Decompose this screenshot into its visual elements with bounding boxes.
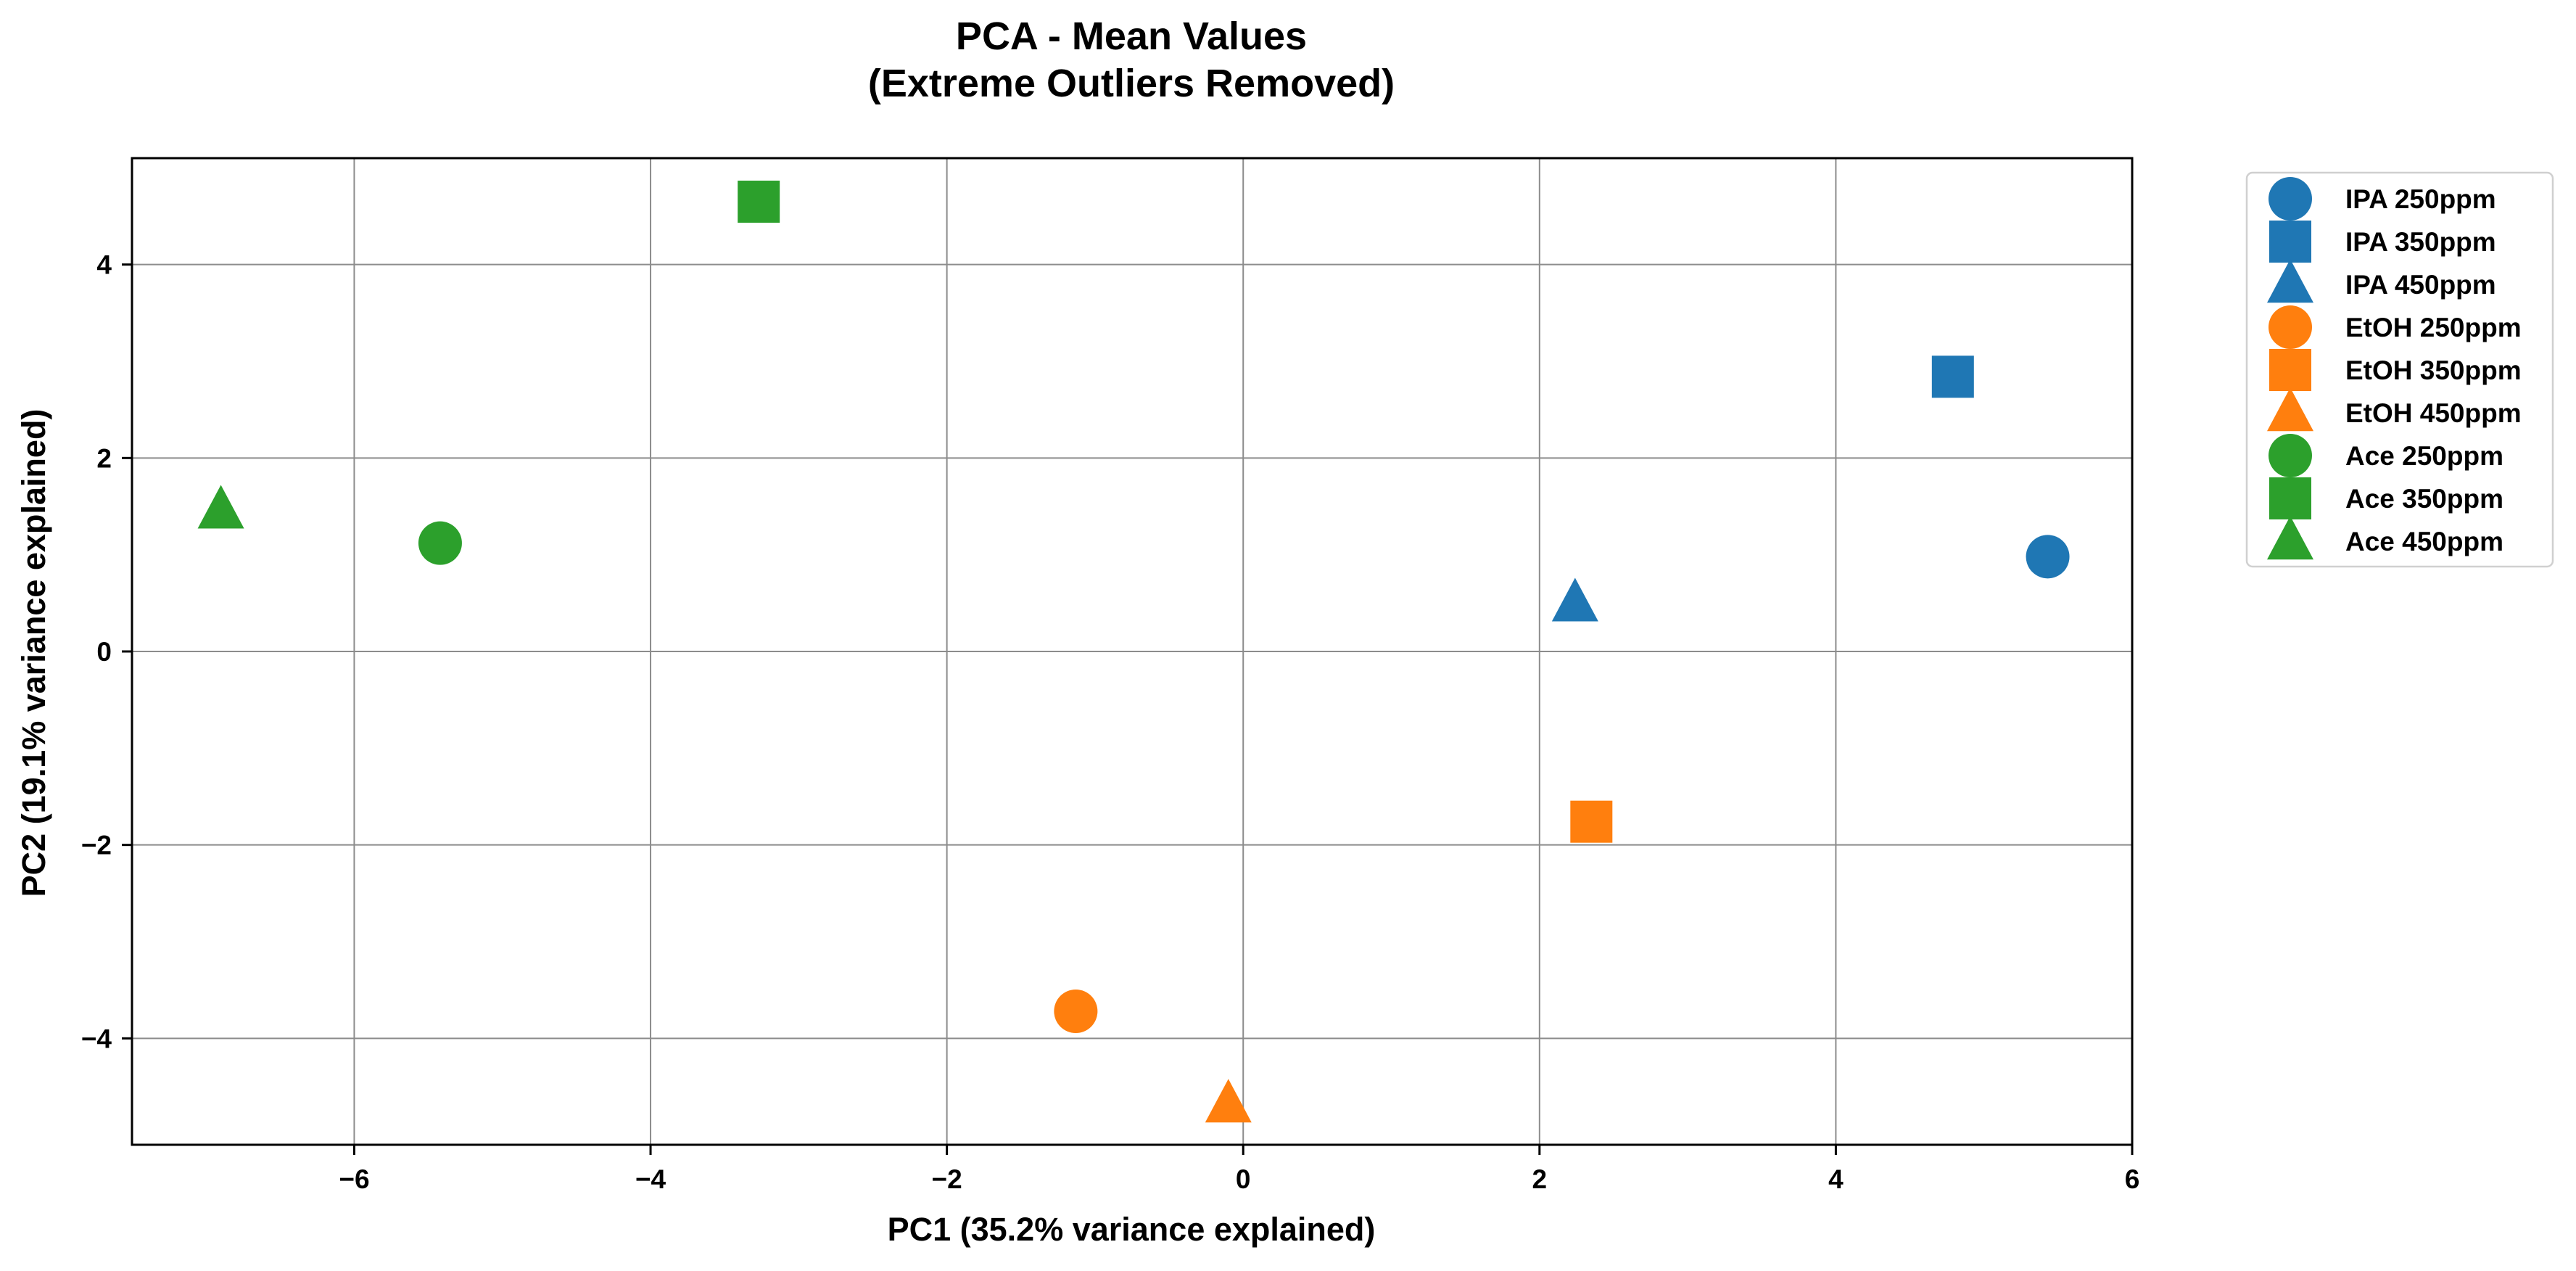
legend-entry-label: IPA 450ppm [2345,270,2496,300]
chart-title-line-1: PCA - Mean Values [956,15,1307,58]
plot-area-frame [131,157,2134,1146]
legend-entry-label: IPA 350ppm [2345,227,2496,257]
data-point-triangle [197,485,244,529]
x-tick-label: 4 [1828,1164,1844,1194]
legend-entry-label: Ace 350ppm [2345,484,2503,514]
data-point-triangle [1205,1079,1252,1123]
legend-entry-label: EtOH 250ppm [2345,313,2522,342]
data-point-triangle [1551,577,1598,622]
legend-marker-triangle [2267,387,2313,432]
legend-entry-label: Ace 250ppm [2345,441,2503,471]
data-point-square [1931,355,1974,398]
data-point-circle [1054,990,1098,1033]
x-tick-label: 2 [1532,1164,1548,1194]
x-tick-label: 6 [2125,1164,2140,1194]
chart-title-line-2: (Extreme Outliers Removed) [868,62,1395,105]
legend-entry-label: IPA 250ppm [2345,184,2496,214]
legend-marker-triangle [2267,516,2313,560]
x-tick-label: −6 [339,1164,369,1194]
y-tick-label: 4 [96,250,112,280]
data-points [197,181,2070,1123]
x-tick-label: 0 [1236,1164,1251,1194]
data-point-square [738,181,780,223]
data-point-square [1570,800,1613,843]
legend-entry-label: EtOH 450ppm [2345,398,2522,428]
axis-ticks [122,263,2134,1155]
y-tick-label: 2 [96,443,112,473]
legend-entry-label: Ace 450ppm [2345,527,2503,556]
data-point-circle [418,521,462,565]
x-axis-label: PC1 (35.2% variance explained) [888,1211,1376,1248]
legend-marker-square [2269,477,2311,519]
y-tick-label: −4 [81,1024,112,1053]
legend-marker-circle [2269,177,2312,221]
x-tick-label: −4 [635,1164,666,1194]
legend-box [2245,171,2554,568]
legend-marker-triangle [2267,259,2313,303]
x-tick-label: −2 [932,1164,962,1194]
y-tick-label: 0 [96,637,112,667]
legend-marker-square [2269,221,2311,263]
y-axis-label: PC2 (19.1% variance explained) [15,409,52,897]
data-point-circle [2026,535,2070,579]
legend-marker-circle [2269,305,2312,349]
x-tick-labels: −6 −4 −2 0 2 4 6 [339,1164,2139,1194]
legend-entry-label: EtOH 350ppm [2345,355,2522,385]
legend-marker-square [2269,349,2311,391]
chart-title: PCA - Mean Values (Extreme Outliers Remo… [868,15,1395,105]
legend-marker-circle [2269,434,2312,477]
y-tick-labels: −4 −2 0 2 4 [81,250,112,1054]
legend: IPA 250ppm IPA 350ppm IPA 450ppm EtOH 250pp… [2245,171,2554,568]
y-tick-label: −2 [81,831,112,860]
